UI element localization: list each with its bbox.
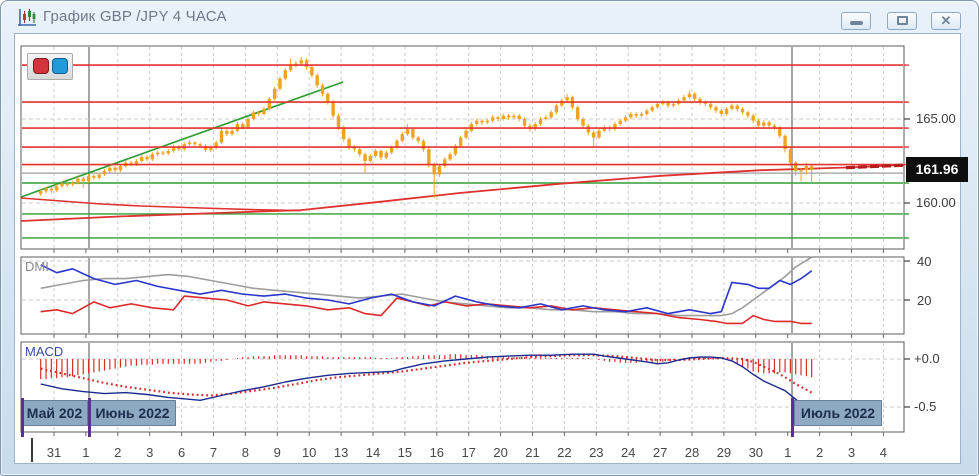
x-axis-day-label: 22	[557, 445, 572, 460]
x-axis-day-label: 20	[493, 445, 508, 460]
x-axis-day-label: 7	[209, 445, 218, 460]
month-separator-line	[21, 398, 24, 437]
x-axis-day-label: 13	[333, 445, 349, 460]
blue-series-button[interactable]	[52, 58, 68, 74]
x-axis-day-label: 14	[365, 445, 381, 460]
minimize-button[interactable]	[841, 12, 871, 30]
minimize-icon	[849, 21, 863, 25]
month-separator-line	[88, 398, 91, 437]
x-axis-day-label: 16	[429, 445, 445, 460]
close-button[interactable]: ✕	[931, 12, 961, 30]
x-axis-day-label: 21	[525, 445, 540, 460]
x-axis-day-label: 15	[397, 445, 413, 460]
price-axis-label: 160.00	[916, 195, 956, 210]
x-axis-day-label: 27	[652, 445, 668, 460]
month-marker-june: Июнь 2022	[89, 400, 176, 426]
maximize-button[interactable]	[887, 12, 917, 30]
macd-axis-label: +0.0	[914, 351, 940, 366]
x-axis-day-label: 9	[273, 445, 281, 460]
macd-axis-label: -0.5	[914, 399, 937, 414]
x-axis-day-label: 30	[748, 445, 764, 460]
series-toggle-toolbar	[27, 53, 73, 80]
x-axis-day-label: 17	[461, 445, 476, 460]
x-axis-day-label: 24	[620, 445, 636, 460]
x-axis-day-label: 6	[177, 445, 186, 460]
x-axis-day-label: 4	[879, 445, 887, 460]
axis-origin-marker	[31, 438, 33, 462]
current-price-badge: 161.96	[906, 157, 968, 182]
x-axis-day-label: 8	[241, 445, 249, 460]
x-axis-day-label: 31	[46, 445, 62, 460]
price-axis-label: 165.00	[916, 111, 956, 126]
title-bar[interactable]: График GBP /JPY 4 ЧАСА ✕	[1, 1, 978, 34]
maximize-icon	[896, 16, 908, 25]
close-icon: ✕	[940, 13, 952, 28]
x-axis-day-label: 1	[784, 445, 792, 460]
x-axis-day-label: 2	[815, 445, 824, 460]
month-separator-line	[791, 398, 794, 437]
month-marker-may: Май 202	[21, 400, 88, 426]
window-title: График GBP /JPY 4 ЧАСА	[43, 8, 227, 25]
x-axis-day-label: 3	[847, 445, 856, 460]
x-axis-day-label: 2	[114, 445, 122, 460]
macd-panel-label: MACD	[25, 344, 64, 359]
dmi-panel-label: DMI	[25, 259, 49, 274]
x-axis-day-label: 3	[146, 445, 154, 460]
x-axis-day-label: 29	[716, 445, 732, 460]
x-axis-day-label: 1	[82, 445, 90, 460]
x-axis-day-label: 28	[684, 445, 700, 460]
red-series-button[interactable]	[33, 58, 49, 74]
dmi-axis-label: 40	[917, 254, 932, 269]
candlestick-chart-icon	[18, 9, 36, 26]
dmi-axis-label: 20	[917, 293, 932, 308]
x-axis-day-label: 23	[589, 445, 604, 460]
x-axis-day-label: 10	[301, 445, 317, 460]
month-marker-july: Июль 2022	[794, 400, 882, 426]
